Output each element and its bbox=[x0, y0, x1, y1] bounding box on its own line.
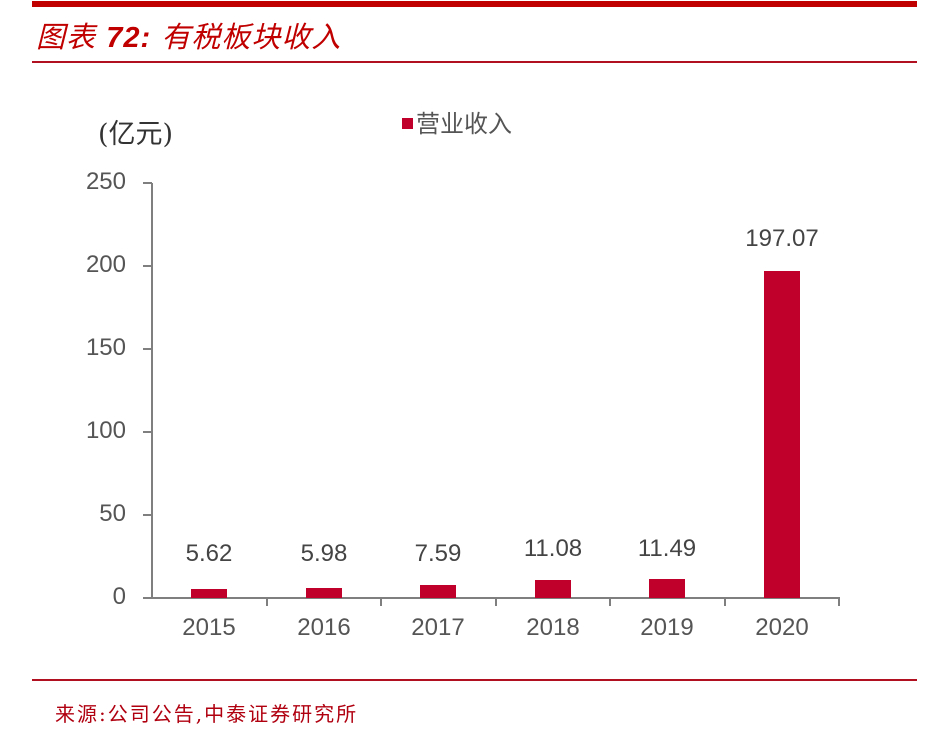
x-tick bbox=[266, 597, 268, 606]
title-number: 72: bbox=[106, 22, 152, 54]
x-tick bbox=[380, 597, 382, 606]
source-note: 来源:公司公告,中泰证券研究所 bbox=[55, 702, 359, 726]
data-label-2020: 197.07 bbox=[745, 225, 819, 252]
bar-2015 bbox=[191, 589, 227, 598]
bar-2016 bbox=[306, 588, 342, 598]
title-prefix: 图表 bbox=[36, 20, 97, 54]
footer-rule bbox=[32, 679, 917, 681]
y-tick bbox=[143, 265, 152, 267]
data-label-2018: 11.08 bbox=[523, 535, 583, 562]
y-axis bbox=[151, 183, 153, 599]
bar-2018 bbox=[535, 580, 571, 598]
y-tick bbox=[143, 182, 152, 184]
y-tick bbox=[143, 597, 152, 599]
x-axis bbox=[143, 597, 840, 599]
title-rule bbox=[32, 61, 917, 63]
x-tick bbox=[838, 597, 840, 606]
y-tick-label: 50 bbox=[99, 500, 126, 527]
y-tick-label: 250 bbox=[85, 168, 126, 195]
y-tick bbox=[143, 431, 152, 433]
title-text: 有税板块收入 bbox=[161, 20, 342, 54]
figure-title: 图表 72: 有税板块收入 bbox=[36, 14, 341, 56]
x-tick-label-2020: 2020 bbox=[755, 614, 809, 641]
y-tick-label: 100 bbox=[85, 417, 126, 444]
bar-2020 bbox=[764, 271, 800, 598]
x-tick-label-2015: 2015 bbox=[182, 614, 236, 641]
data-label-2015: 5.62 bbox=[185, 540, 233, 567]
x-tick-label-2019: 2019 bbox=[640, 614, 694, 641]
bar-2017 bbox=[420, 585, 456, 598]
x-tick bbox=[495, 597, 497, 606]
y-tick-label: 200 bbox=[85, 251, 126, 278]
y-tick-label: 150 bbox=[85, 334, 126, 361]
y-tick bbox=[143, 514, 152, 516]
data-label-2016: 5.98 bbox=[300, 540, 348, 567]
top-rule bbox=[32, 1, 917, 7]
x-tick bbox=[609, 597, 611, 606]
x-tick-label-2016: 2016 bbox=[297, 614, 351, 641]
chart-legend: 营业收入 bbox=[402, 104, 512, 139]
y-axis-unit-label: (亿元) bbox=[98, 119, 174, 150]
y-tick bbox=[143, 348, 152, 350]
data-label-2017: 7.59 bbox=[414, 540, 462, 567]
y-tick-label: 0 bbox=[112, 583, 126, 610]
bar-2019 bbox=[649, 579, 685, 598]
legend-swatch-icon bbox=[402, 118, 413, 129]
x-tick-label-2018: 2018 bbox=[526, 614, 580, 641]
data-label-2019: 11.49 bbox=[637, 535, 697, 562]
x-tick bbox=[724, 597, 726, 606]
x-tick-label-2017: 2017 bbox=[411, 614, 465, 641]
legend-label: 营业收入 bbox=[416, 110, 512, 138]
